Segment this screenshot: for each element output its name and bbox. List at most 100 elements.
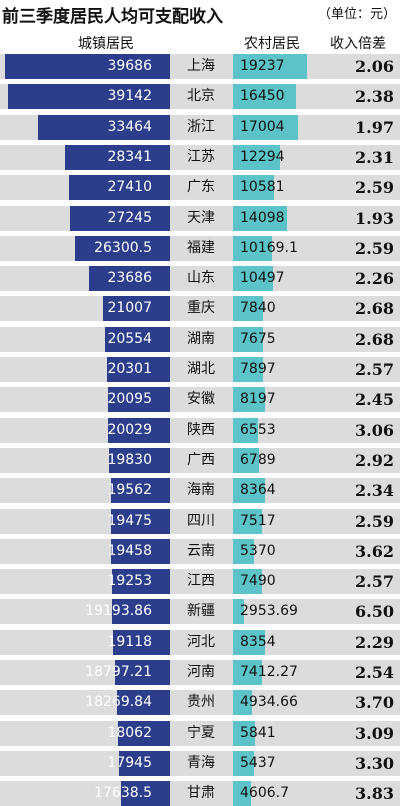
urban-bar bbox=[110, 478, 170, 503]
rural-bar bbox=[233, 236, 273, 261]
province-label: 重庆 bbox=[187, 300, 215, 316]
urban-bar bbox=[88, 266, 170, 291]
ratio-value: 3.30 bbox=[355, 754, 394, 773]
ratio-value: 2.38 bbox=[355, 87, 394, 106]
rural-value: 7412.27 bbox=[240, 664, 298, 680]
province-label: 贵州 bbox=[187, 694, 215, 710]
urban-bar bbox=[111, 509, 170, 534]
urban-value: 27410 bbox=[107, 179, 152, 195]
rural-bar bbox=[233, 206, 288, 231]
urban-value: 19562 bbox=[107, 482, 152, 498]
urban-value: 33464 bbox=[107, 119, 152, 135]
chart-title: 前三季度居民人均可支配收入 bbox=[2, 7, 223, 27]
table-row bbox=[0, 357, 400, 382]
rural-value: 4606.7 bbox=[240, 785, 289, 801]
province-label: 云南 bbox=[187, 543, 215, 559]
column-header-rural: 农村居民 bbox=[244, 36, 300, 52]
urban-value: 19458 bbox=[107, 543, 152, 559]
rural-bar bbox=[233, 751, 254, 776]
urban-bar bbox=[70, 206, 170, 231]
rural-value: 7517 bbox=[240, 513, 276, 529]
urban-bar bbox=[69, 175, 170, 200]
rural-bar bbox=[233, 296, 264, 321]
urban-value: 20029 bbox=[107, 422, 152, 438]
rural-value: 6789 bbox=[240, 452, 276, 468]
column-header-ratio: 收入倍差 bbox=[330, 36, 386, 52]
table-row bbox=[0, 327, 400, 352]
urban-bar bbox=[112, 599, 170, 624]
urban-value: 17945 bbox=[107, 755, 152, 771]
province-label: 新疆 bbox=[187, 603, 215, 619]
urban-bar bbox=[107, 387, 170, 412]
rural-bar bbox=[233, 418, 259, 443]
rural-value: 16450 bbox=[240, 88, 285, 104]
province-label: 湖北 bbox=[187, 361, 215, 377]
table-row bbox=[0, 478, 400, 503]
urban-value: 26300.5 bbox=[94, 240, 152, 256]
rural-value: 6553 bbox=[240, 422, 276, 438]
province-label: 天津 bbox=[187, 210, 215, 226]
table-row bbox=[0, 660, 400, 685]
rural-bar bbox=[233, 599, 245, 624]
urban-value: 39686 bbox=[107, 58, 152, 74]
urban-value: 18797.21 bbox=[85, 664, 152, 680]
urban-bar bbox=[120, 781, 170, 806]
rural-value: 5841 bbox=[240, 725, 276, 741]
table-row bbox=[0, 690, 400, 715]
rural-value: 7490 bbox=[240, 573, 276, 589]
table-row bbox=[0, 751, 400, 776]
urban-value: 39142 bbox=[107, 88, 152, 104]
ratio-value: 1.93 bbox=[355, 209, 394, 228]
rural-bar bbox=[233, 387, 265, 412]
urban-value: 18062 bbox=[107, 725, 152, 741]
province-label: 海南 bbox=[187, 482, 215, 498]
province-label: 湖南 bbox=[187, 331, 215, 347]
urban-bar bbox=[112, 630, 170, 655]
ratio-value: 2.54 bbox=[355, 663, 394, 682]
rural-bar bbox=[233, 175, 274, 200]
province-label: 福建 bbox=[187, 240, 215, 256]
province-label: 上海 bbox=[187, 58, 215, 74]
ratio-value: 2.59 bbox=[355, 239, 394, 258]
rural-value: 7840 bbox=[240, 300, 276, 316]
table-row bbox=[0, 296, 400, 321]
urban-bar bbox=[111, 539, 170, 564]
ratio-value: 3.62 bbox=[355, 542, 394, 561]
table-row bbox=[0, 721, 400, 746]
urban-bar bbox=[108, 418, 170, 443]
province-label: 甘肃 bbox=[187, 785, 215, 801]
province-label: 广西 bbox=[187, 452, 215, 468]
urban-value: 17638.5 bbox=[94, 785, 152, 801]
urban-value: 19253 bbox=[107, 573, 152, 589]
urban-value: 19193.86 bbox=[85, 603, 152, 619]
province-label: 安徽 bbox=[187, 391, 215, 407]
table-row bbox=[0, 236, 400, 261]
urban-value: 23686 bbox=[107, 270, 152, 286]
urban-value: 19118 bbox=[107, 634, 152, 650]
ratio-value: 6.50 bbox=[355, 602, 394, 621]
ratio-value: 3.09 bbox=[355, 724, 394, 743]
rural-value: 10581 bbox=[240, 179, 285, 195]
rural-value: 8197 bbox=[240, 391, 276, 407]
rural-bar bbox=[233, 327, 263, 352]
table-row bbox=[0, 539, 400, 564]
urban-value: 20554 bbox=[107, 331, 152, 347]
urban-value: 19475 bbox=[107, 513, 152, 529]
ratio-value: 2.59 bbox=[355, 512, 394, 531]
ratio-value: 2.06 bbox=[355, 57, 394, 76]
table-row bbox=[0, 206, 400, 231]
table-row bbox=[0, 175, 400, 200]
table-row bbox=[0, 599, 400, 624]
rural-bar bbox=[233, 539, 254, 564]
table-row bbox=[0, 387, 400, 412]
urban-bar bbox=[102, 296, 170, 321]
urban-bar bbox=[117, 690, 170, 715]
province-label: 浙江 bbox=[187, 119, 215, 135]
urban-bar bbox=[114, 660, 170, 685]
urban-bar bbox=[7, 84, 170, 109]
province-label: 江西 bbox=[187, 573, 215, 589]
rural-value: 10169.1 bbox=[240, 240, 298, 256]
province-label: 青海 bbox=[187, 755, 215, 771]
ratio-value: 2.59 bbox=[355, 178, 394, 197]
